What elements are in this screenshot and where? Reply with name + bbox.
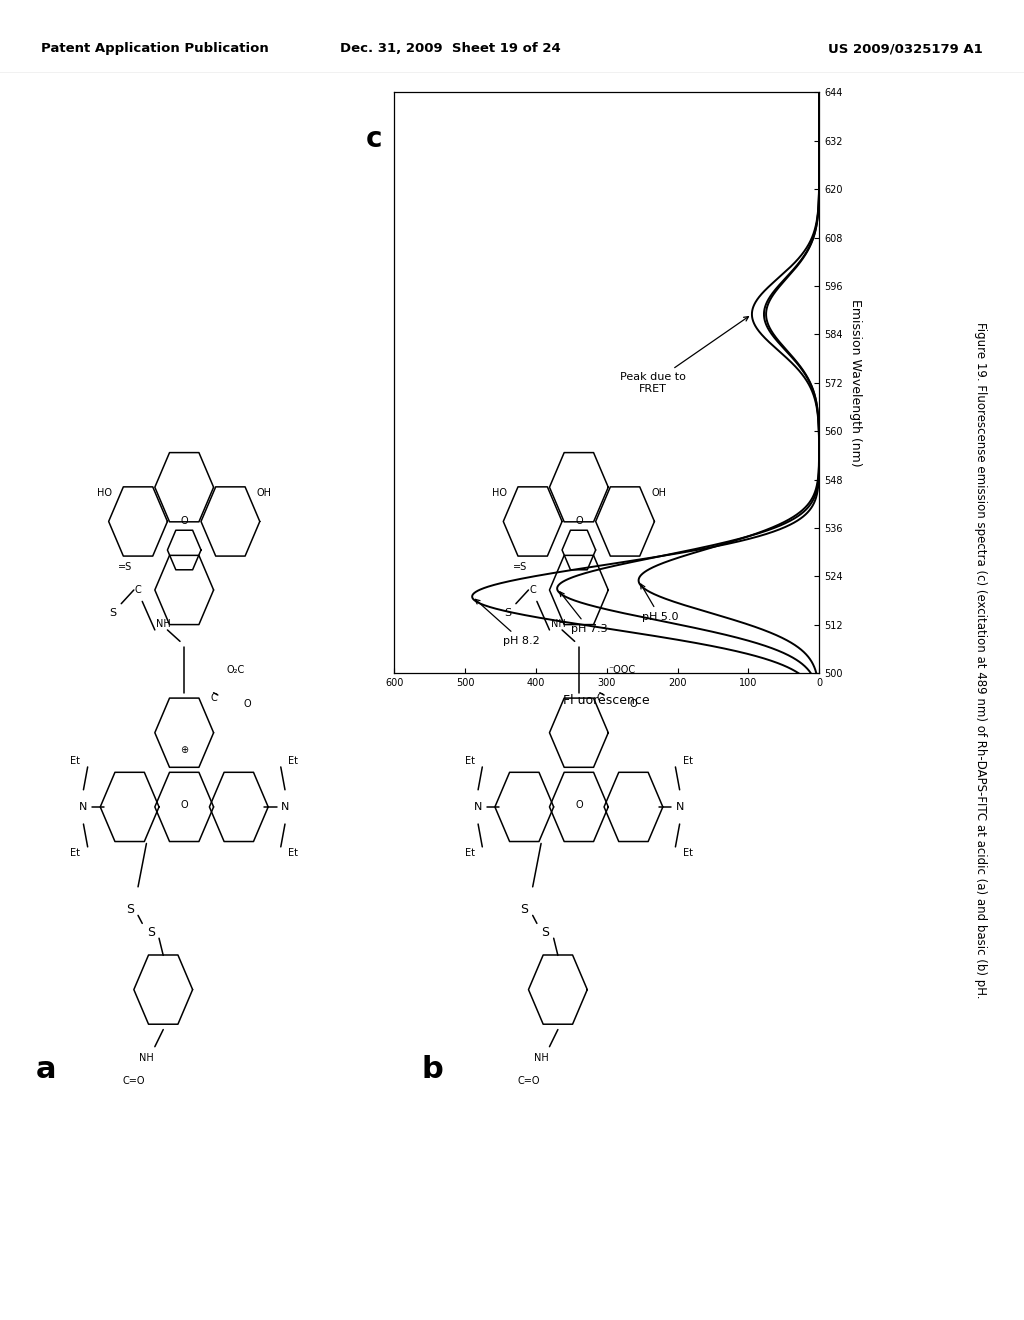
Text: N: N	[676, 803, 684, 812]
Text: =S: =S	[119, 562, 132, 572]
Text: O₂C: O₂C	[226, 665, 245, 675]
Text: b: b	[421, 1055, 442, 1084]
Text: Peak due to
FRET: Peak due to FRET	[620, 317, 749, 393]
Text: O: O	[575, 800, 583, 809]
Y-axis label: Emission Wavelength (nm): Emission Wavelength (nm)	[849, 300, 862, 466]
Text: Et: Et	[289, 847, 298, 858]
Text: pH 7.3: pH 7.3	[560, 591, 607, 634]
Text: pH 5.0: pH 5.0	[641, 583, 678, 622]
Text: US 2009/0325179 A1: US 2009/0325179 A1	[828, 42, 983, 55]
Text: Figure 19. Fluorescense emission spectra (c) (excitation at 489 nm) of Rh-DAPS-F: Figure 19. Fluorescense emission spectra…	[975, 322, 987, 998]
Text: C: C	[597, 693, 603, 704]
Text: N: N	[79, 803, 88, 812]
Text: S: S	[146, 927, 155, 939]
Text: O: O	[244, 700, 251, 709]
Text: S: S	[110, 607, 117, 618]
Text: S: S	[520, 903, 528, 916]
Text: C=O: C=O	[123, 1076, 145, 1086]
Text: O: O	[180, 516, 188, 527]
Text: O: O	[575, 516, 583, 527]
Text: OH: OH	[651, 488, 667, 498]
Text: c: c	[366, 124, 382, 153]
Text: Et: Et	[683, 847, 693, 858]
Text: S: S	[542, 927, 549, 939]
Text: ⊕: ⊕	[180, 744, 188, 755]
Text: O: O	[180, 800, 188, 809]
Text: =S: =S	[513, 562, 527, 572]
Text: N: N	[474, 803, 482, 812]
Text: N: N	[281, 803, 289, 812]
Text: C: C	[529, 585, 536, 595]
Text: NH: NH	[156, 619, 171, 630]
Text: a: a	[36, 1055, 56, 1084]
Text: Et: Et	[465, 847, 475, 858]
Text: Et: Et	[70, 847, 80, 858]
X-axis label: Fl uorescence: Fl uorescence	[563, 693, 650, 706]
Text: Et: Et	[289, 756, 298, 766]
Text: S: S	[504, 607, 511, 618]
Text: S: S	[126, 903, 134, 916]
Text: O: O	[630, 700, 637, 709]
Text: NH: NH	[139, 1053, 154, 1063]
Text: C=O: C=O	[517, 1076, 540, 1086]
Text: C: C	[135, 585, 141, 595]
Text: Et: Et	[465, 756, 475, 766]
Text: HO: HO	[492, 488, 507, 498]
Text: Et: Et	[683, 756, 693, 766]
Text: HO: HO	[97, 488, 112, 498]
Text: OH: OH	[256, 488, 271, 498]
Text: NH: NH	[551, 619, 565, 630]
Text: Patent Application Publication: Patent Application Publication	[41, 42, 268, 55]
Text: Et: Et	[70, 756, 80, 766]
Text: ⁻OOC: ⁻OOC	[608, 665, 635, 675]
Text: Dec. 31, 2009  Sheet 19 of 24: Dec. 31, 2009 Sheet 19 of 24	[340, 42, 561, 55]
Text: C: C	[210, 693, 217, 704]
Text: pH 8.2: pH 8.2	[475, 599, 540, 645]
Text: NH: NH	[534, 1053, 549, 1063]
